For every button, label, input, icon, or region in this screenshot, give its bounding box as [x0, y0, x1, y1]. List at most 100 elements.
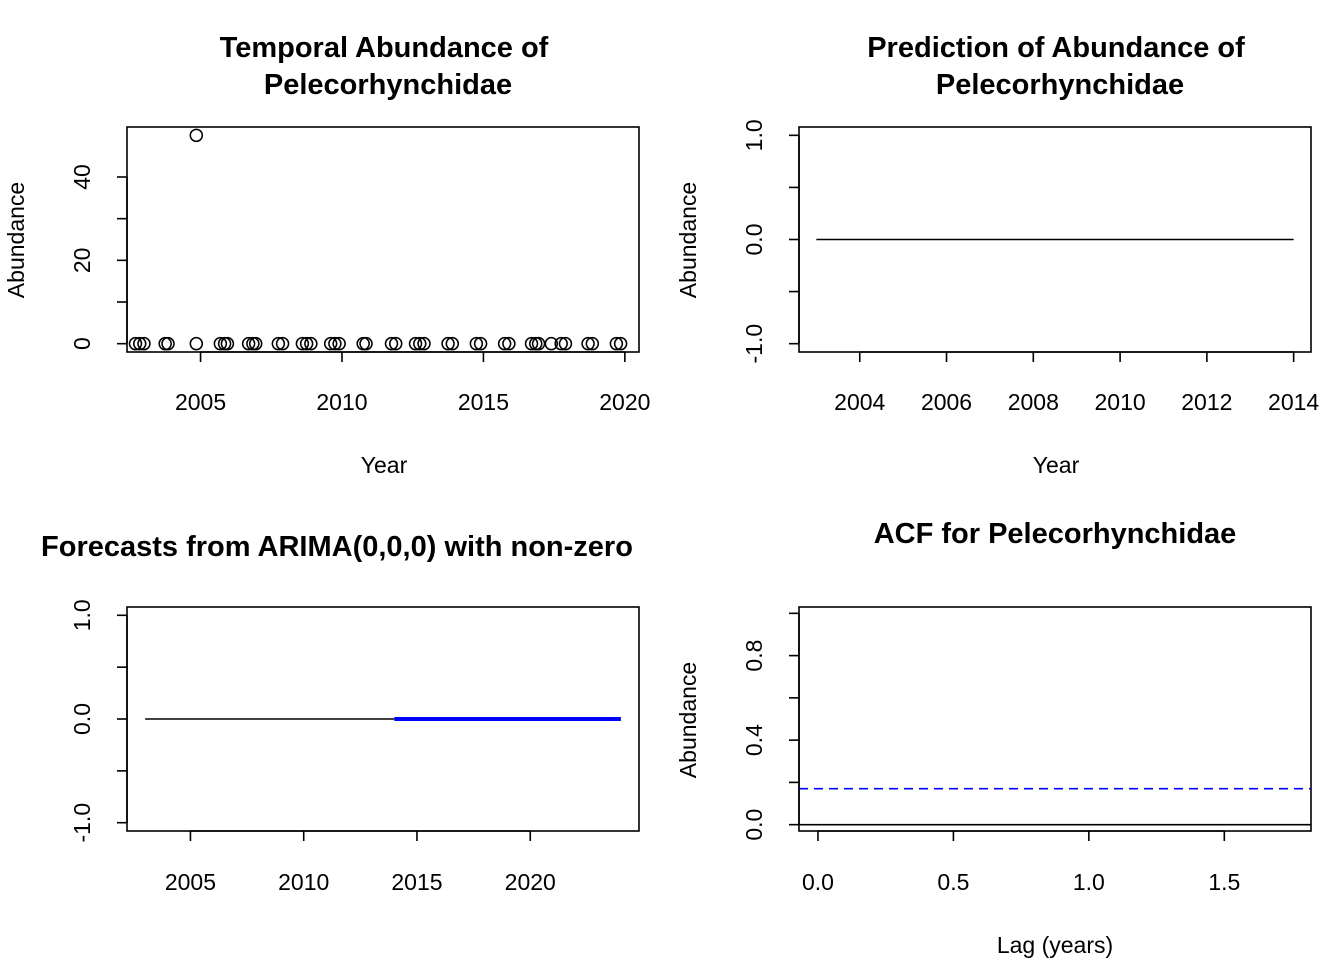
y-tick-label: -1.0: [69, 803, 95, 843]
data-point: [295, 336, 310, 351]
y-tick-label: 0.0: [741, 809, 767, 841]
x-axis: 2005 2010 2015 2020: [175, 351, 650, 415]
data-point: [558, 336, 573, 351]
y-tick-label: 0.0: [69, 703, 95, 735]
data-point: [248, 336, 263, 351]
x-tick-label: 2010: [316, 389, 367, 415]
data-point: [388, 336, 403, 351]
data-point: [469, 336, 484, 351]
y-tick-label: 0.4: [741, 724, 767, 756]
y-tick-label: 0: [69, 337, 95, 350]
chart-title: ACF for Pelecorhynchidae: [874, 518, 1237, 550]
x-tick-label: 2020: [599, 389, 650, 415]
x-tick-label: 2020: [505, 869, 556, 895]
data-point: [213, 336, 228, 351]
panel-prediction: Prediction of Abundance of Pelecorhynchi…: [675, 32, 1319, 478]
y-tick-label: 40: [69, 164, 95, 190]
y-axis: -1.0 0.0 1.0: [69, 599, 128, 843]
data-point: [613, 336, 628, 351]
data-point: [445, 336, 460, 351]
data-point: [554, 336, 568, 351]
data-point: [137, 336, 151, 351]
data-point: [328, 336, 342, 351]
data-point: [323, 336, 338, 351]
data-points: [128, 128, 628, 351]
x-tick-label: 2006: [921, 389, 972, 415]
y-axis: 0 20 40: [69, 164, 128, 350]
x-tick-label: 2015: [458, 389, 509, 415]
x-axis: 2004 2006 2008 2010 2012 2014: [834, 351, 1319, 415]
data-point: [132, 336, 147, 351]
data-point: [544, 336, 559, 351]
chart-title-line-2: Pelecorhynchidae: [264, 69, 512, 101]
data-point: [161, 336, 175, 351]
x-tick-label: 2005: [175, 389, 226, 415]
chart-title-line-1: Temporal Abundance of: [220, 32, 549, 64]
y-tick-label: 0.8: [741, 640, 767, 672]
y-axis-label: Abundance: [3, 182, 29, 298]
data-point: [189, 128, 204, 143]
chart-title-line-2: Pelecorhynchidae: [936, 69, 1184, 101]
y-tick-label: -1.0: [741, 324, 767, 364]
x-axis: 2005 2010 2015 2020: [165, 830, 556, 895]
x-tick-label: 2008: [1008, 389, 1059, 415]
plot-frame: [126, 126, 640, 353]
data-point: [408, 336, 423, 351]
x-tick-label: 2015: [391, 869, 442, 895]
data-point: [275, 336, 290, 351]
data-point: [384, 336, 399, 351]
x-tick-label: 1.5: [1208, 869, 1240, 895]
data-point: [531, 336, 546, 351]
data-point: [128, 336, 143, 351]
y-tick-label: 0.0: [741, 224, 767, 256]
y-tick-label: 1.0: [741, 119, 767, 151]
data-point: [299, 336, 314, 351]
y-axis: 0.0 0.4 0.8: [741, 612, 800, 841]
chart-title: Forecasts from ARIMA(0,0,0) with non-zer…: [41, 531, 633, 563]
x-axis-label: Lag (years): [997, 932, 1113, 958]
y-axis: -1.0 0.0 1.0: [741, 119, 800, 364]
data-point: [189, 336, 204, 351]
data-point: [413, 336, 427, 351]
data-point: [609, 336, 624, 351]
x-tick-label: 2012: [1181, 389, 1232, 415]
data-point: [473, 336, 488, 351]
y-tick-label: 1.0: [69, 599, 95, 631]
data-point: [158, 336, 172, 351]
y-axis-label: Abundance: [675, 662, 701, 778]
x-tick-label: 2004: [834, 389, 885, 415]
data-point: [220, 336, 235, 351]
data-point: [271, 336, 286, 351]
x-tick-label: 0.5: [937, 869, 969, 895]
data-point: [581, 336, 595, 351]
data-point: [241, 336, 256, 351]
x-tick-label: 2014: [1268, 389, 1319, 415]
x-axis-label: Year: [361, 452, 408, 478]
x-axis: 0.0 0.5 1.0 1.5: [802, 830, 1240, 895]
data-point: [356, 336, 370, 351]
data-point: [502, 336, 516, 351]
panel-temporal-abundance: Temporal Abundance of Pelecorhynchidae 2…: [3, 32, 650, 478]
data-point: [417, 336, 431, 351]
plot-frame: [798, 606, 1312, 832]
panel-acf: ACF for Pelecorhynchidae 0.0 0.5 1.0 1.5 0.…: [675, 518, 1312, 958]
x-tick-label: 2010: [1094, 389, 1145, 415]
acf-lines: [799, 787, 1311, 826]
panel-arima-forecast: Forecasts from ARIMA(0,0,0) with non-zer…: [41, 531, 640, 895]
data-point: [441, 336, 455, 351]
data-point: [359, 336, 373, 351]
y-axis-label: Abundance: [675, 182, 701, 298]
x-tick-label: 2010: [278, 869, 329, 895]
data-point: [304, 336, 318, 351]
data-point: [497, 336, 512, 351]
x-tick-label: 2005: [165, 869, 216, 895]
data-point: [332, 336, 346, 351]
data-point: [585, 336, 600, 351]
chart-title-line-1: Prediction of Abundance of: [867, 32, 1245, 64]
x-tick-label: 1.0: [1073, 869, 1105, 895]
x-axis-label: Year: [1033, 452, 1080, 478]
data-point: [524, 336, 539, 351]
x-tick-label: 0.0: [802, 869, 834, 895]
y-tick-label: 20: [69, 248, 95, 274]
